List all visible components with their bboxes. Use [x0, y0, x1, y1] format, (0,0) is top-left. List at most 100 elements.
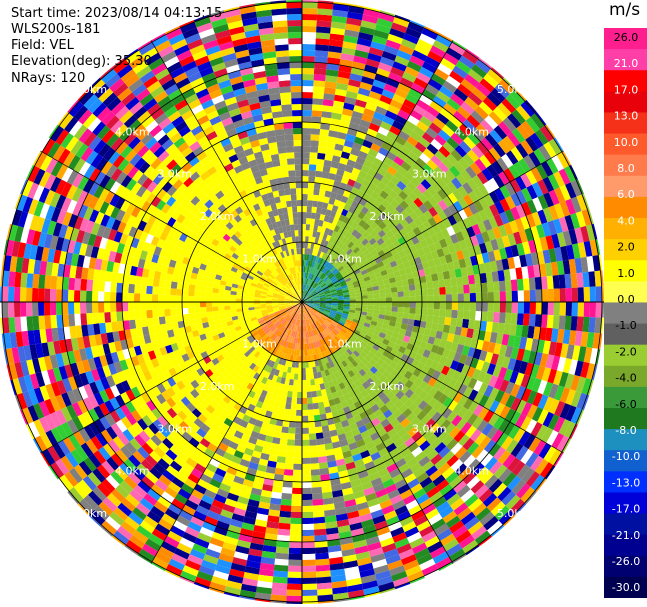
- velocity-gate: [541, 427, 554, 443]
- velocity-gate: [414, 353, 423, 362]
- velocity-gate: [182, 308, 189, 315]
- velocity-gate: [541, 289, 549, 302]
- velocity-gate: [510, 383, 521, 398]
- velocity-gate: [116, 302, 123, 312]
- velocity-gate: [359, 281, 366, 287]
- velocity-gate: [550, 328, 559, 343]
- velocity-gate: [325, 297, 332, 300]
- velocity-gate: [402, 335, 411, 343]
- velocity-gate: [504, 246, 514, 259]
- velocity-gate: [306, 293, 311, 298]
- velocity-gate: [450, 149, 463, 162]
- velocity-gate: [302, 133, 311, 141]
- velocity-gate: [311, 281, 316, 287]
- velocity-gate: [535, 129, 549, 146]
- velocity-gate: [309, 287, 314, 293]
- velocity-gate: [321, 266, 327, 273]
- velocity-gate: [325, 147, 335, 156]
- velocity-gate: [522, 241, 531, 255]
- velocity-gate: [462, 437, 475, 451]
- velocity-gate: [176, 295, 183, 302]
- velocity-gate: [315, 285, 321, 291]
- velocity-gate: [525, 452, 539, 468]
- velocity-gate: [413, 319, 421, 327]
- velocity-gate: [542, 176, 555, 193]
- velocity-gate: [311, 206, 317, 214]
- velocity-gate: [523, 302, 531, 314]
- velocity-gate: [302, 44, 316, 51]
- velocity-gate: [373, 267, 381, 274]
- velocity-gate: [404, 156, 416, 167]
- velocity-gate: [437, 383, 448, 394]
- velocity-gate: [523, 290, 531, 302]
- velocity-gate: [481, 252, 490, 264]
- velocity-gate: [580, 256, 589, 273]
- velocity-gate: [397, 291, 404, 297]
- velocity-gate: [286, 445, 295, 452]
- velocity-gate: [463, 206, 474, 218]
- velocity-gate: [432, 192, 443, 204]
- velocity-gate: [461, 228, 470, 240]
- velocity-gate: [295, 361, 299, 368]
- velocity-gate: [331, 205, 339, 213]
- velocity-gate: [497, 322, 505, 334]
- velocity-gate: [444, 236, 454, 247]
- velocity-gate: [526, 404, 538, 420]
- velocity-gate: [303, 266, 306, 273]
- velocity-gate: [408, 191, 418, 202]
- velocity-gate: [541, 367, 552, 382]
- velocity-gate: [334, 284, 342, 290]
- velocity-gate: [340, 221, 347, 230]
- velocity-gate: [329, 287, 336, 292]
- velocity-gate: [305, 367, 310, 374]
- velocity-gate: [342, 145, 353, 154]
- velocity-gate: [341, 236, 348, 244]
- velocity-gate: [474, 158, 487, 172]
- velocity-gate: [339, 120, 351, 129]
- velocity-gate: [450, 233, 459, 244]
- velocity-gate: [170, 288, 177, 296]
- velocity-gate: [312, 306, 319, 311]
- velocity-gate: [433, 390, 443, 401]
- velocity-gate: [14, 302, 21, 318]
- velocity-gate: [490, 88, 506, 103]
- velocity-gate: [306, 391, 312, 398]
- velocity-gate: [354, 313, 361, 318]
- velocity-gate: [382, 370, 391, 379]
- velocity-gate: [375, 132, 387, 142]
- velocity-gate: [380, 121, 392, 131]
- velocity-gate: [410, 331, 418, 340]
- velocity-gate: [347, 329, 354, 335]
- velocity-gate: [385, 230, 395, 239]
- velocity-gate: [98, 280, 106, 292]
- velocity-gate: [331, 230, 338, 238]
- velocity-gate: [523, 434, 536, 450]
- velocity-gate: [303, 290, 307, 297]
- velocity-gate: [319, 280, 325, 286]
- velocity-gate: [498, 121, 512, 136]
- velocity-gate: [451, 293, 459, 302]
- velocity-gate: [298, 367, 302, 374]
- velocity-gate: [361, 76, 375, 86]
- velocity-gate: [340, 317, 347, 322]
- velocity-gate: [331, 296, 338, 299]
- velocity-gate: [447, 204, 458, 215]
- velocity-gate: [408, 284, 416, 291]
- velocity-gate: [310, 463, 320, 470]
- velocity-gate: [444, 278, 452, 287]
- velocity-gate: [312, 200, 318, 208]
- velocity-gate: [536, 365, 546, 380]
- velocity-gate: [451, 223, 461, 234]
- velocity-gate: [570, 180, 583, 197]
- velocity-gate: [313, 510, 325, 518]
- velocity-gate: [496, 237, 505, 250]
- velocity-gate: [460, 327, 468, 337]
- velocity-gate: [488, 177, 500, 191]
- velocity-gate: [359, 332, 367, 338]
- velocity-gate: [410, 264, 418, 273]
- velocity-gate: [348, 326, 356, 332]
- velocity-gate: [508, 164, 521, 179]
- velocity-gate: [478, 407, 490, 420]
- velocity-gate: [429, 100, 444, 113]
- velocity-gate: [318, 291, 324, 295]
